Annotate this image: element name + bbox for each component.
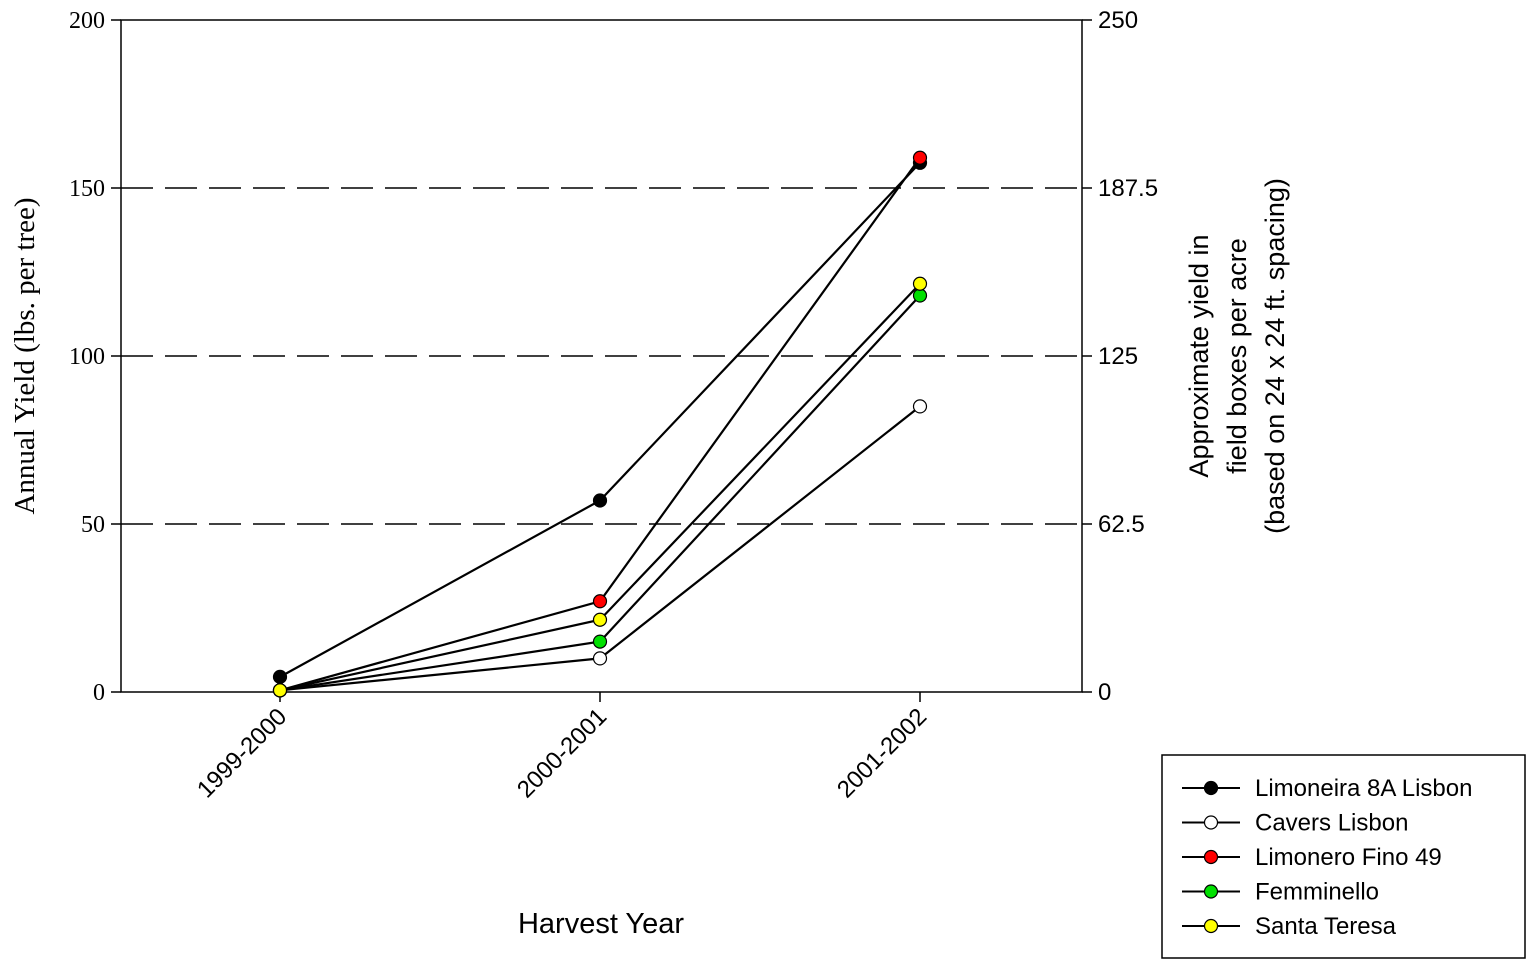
legend-label: Limoneira 8A Lisbon: [1255, 775, 1472, 802]
right-tick-label: 250: [1098, 7, 1138, 34]
x-axis-title: Harvest Year: [518, 908, 684, 940]
series-line: [279, 283, 921, 692]
legend-marker: [1203, 780, 1219, 796]
left-tick-label: 0: [93, 680, 105, 706]
gridlines: [121, 187, 1082, 525]
legend: Limoneira 8A Lisbon Cavers Lisbon Limonero…: [1161, 754, 1526, 959]
x-tick-label: 2000-2001: [512, 703, 612, 803]
left-axis-ticks: 0 50 100 150 200: [69, 8, 121, 706]
data-point: [912, 399, 928, 414]
secondary-y-axis-title-line: (based on 24 x 24 ft. spacing): [1260, 178, 1290, 534]
x-tick-label: 2001-2002: [832, 703, 932, 803]
left-tick-label: 50: [81, 512, 105, 538]
legend-label: Femminello: [1255, 879, 1379, 906]
right-tick-label: 0: [1098, 679, 1111, 706]
legend-label: Santa Teresa: [1255, 913, 1397, 940]
series-lines: [279, 157, 921, 692]
data-point: [272, 683, 288, 698]
left-tick-label: 200: [69, 8, 105, 34]
data-point: [592, 651, 608, 666]
data-point: [592, 634, 608, 649]
data-point: [592, 612, 608, 627]
left-tick-label: 150: [69, 176, 105, 202]
series-line: [279, 294, 921, 692]
legend-marker: [1203, 884, 1219, 899]
left-tick-label: 100: [69, 344, 105, 370]
data-point: [272, 669, 288, 684]
legend-marker: [1203, 849, 1219, 865]
right-tick-label: 187.5: [1098, 175, 1158, 202]
right-tick-label: 62.5: [1098, 511, 1145, 538]
right-axis-ticks: 0 62.5 125 187.5 250: [1082, 7, 1158, 706]
series-line: [279, 157, 921, 692]
data-point: [912, 150, 928, 165]
data-point: [592, 493, 608, 508]
secondary-y-axis-title-line: Approximate yield in: [1184, 234, 1214, 477]
right-tick-label: 125: [1098, 343, 1138, 370]
y-axis-title: Annual Yield (lbs. per tree): [9, 197, 41, 514]
data-point: [592, 594, 608, 609]
legend-label: Cavers Lisbon: [1255, 810, 1408, 837]
secondary-y-axis-title: Approximate yield in field boxes per acre…: [1184, 178, 1290, 534]
x-tick-label: 1999-2000: [192, 703, 292, 803]
series-points: [272, 150, 928, 698]
data-point: [912, 288, 928, 303]
x-axis-ticks: 1999-2000 2000-2001 2001-2002: [192, 692, 932, 803]
legend-marker: [1203, 918, 1219, 934]
legend-marker: [1203, 815, 1219, 830]
data-point: [912, 276, 928, 291]
legend-label: Limonero Fino 49: [1255, 844, 1442, 871]
secondary-y-axis-title-line: field boxes per acre: [1222, 238, 1252, 474]
